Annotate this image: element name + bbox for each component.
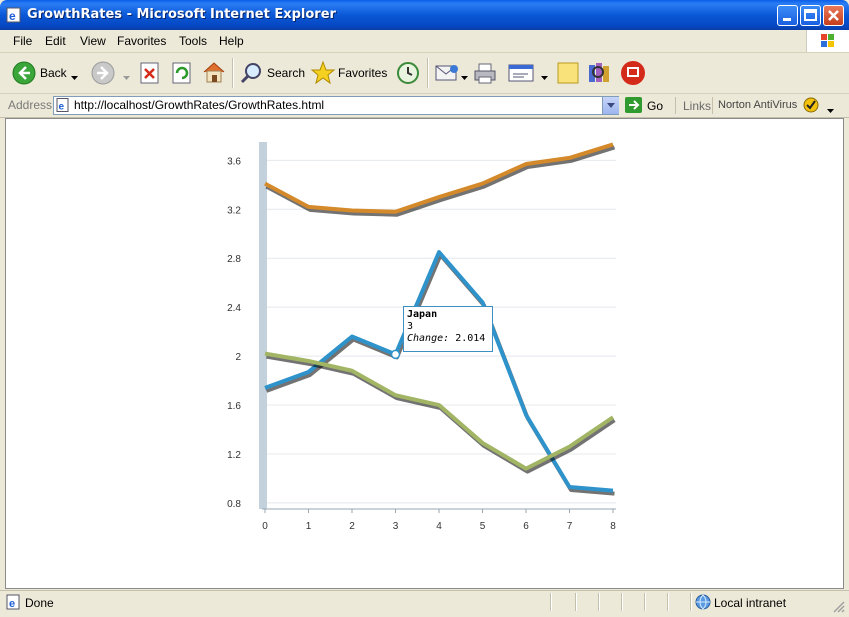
ie-page-icon[interactable]: e <box>6 7 22 23</box>
forward-arrow-icon[interactable] <box>91 61 115 85</box>
close-button[interactable] <box>823 5 844 26</box>
intranet-globe-icon <box>695 594 711 610</box>
menu-help[interactable]: Help <box>219 34 244 48</box>
y-tick-label: 3.2 <box>227 205 241 216</box>
favorites-star-icon[interactable] <box>310 60 336 86</box>
tooltip-change-label: Change: <box>407 333 450 344</box>
go-arrow-icon[interactable] <box>625 97 643 114</box>
y-tick-label: 1.6 <box>227 401 241 412</box>
status-separator <box>598 593 600 611</box>
x-tick-label: 4 <box>436 521 442 532</box>
stop-icon[interactable] <box>140 62 160 84</box>
forward-dropdown-icon[interactable] <box>123 70 130 84</box>
series-line <box>264 250 614 493</box>
print-icon[interactable] <box>473 61 497 85</box>
favorites-button-label[interactable]: Favorites <box>338 66 388 80</box>
search-icon[interactable] <box>240 61 264 85</box>
menu-tools[interactable]: Tools <box>179 34 208 48</box>
menu-view[interactable]: View <box>80 34 106 48</box>
x-tick-label: 3 <box>393 521 399 532</box>
status-page-icon: e <box>6 594 22 610</box>
links-label[interactable]: Links <box>683 99 712 113</box>
svg-text:e: e <box>9 598 15 610</box>
status-separator <box>550 593 552 611</box>
minimize-button[interactable] <box>777 5 798 26</box>
resize-grip-icon[interactable] <box>832 600 846 617</box>
y-tick-label: 2 <box>235 352 241 363</box>
status-separator <box>621 593 623 611</box>
menu-edit[interactable]: Edit <box>45 34 66 48</box>
menu-bar <box>0 30 849 53</box>
back-button-label[interactable]: Back <box>40 66 67 80</box>
x-tick-label: 8 <box>610 521 616 532</box>
status-separator <box>644 593 646 611</box>
back-arrow-icon[interactable] <box>12 61 36 85</box>
messenger-icon[interactable] <box>620 60 646 86</box>
series-line <box>264 351 615 471</box>
x-tick-label: 6 <box>523 521 529 532</box>
x-tick-label: 5 <box>480 521 486 532</box>
address-url[interactable]: http://localhost/GrowthRates/GrowthRates… <box>74 98 325 112</box>
tooltip-series-name: Japan <box>407 309 438 320</box>
x-tick-label: 7 <box>567 521 573 532</box>
svg-text:e: e <box>9 9 16 23</box>
x-tick-label: 1 <box>306 521 312 532</box>
history-icon[interactable] <box>396 61 420 85</box>
discuss-note-icon[interactable] <box>556 61 580 85</box>
norton-antivirus-label[interactable]: Norton AntiVirus <box>718 99 798 111</box>
toolbar-separator <box>232 58 234 88</box>
links-separator <box>712 97 713 114</box>
menu-file[interactable]: File <box>13 34 33 48</box>
status-separator <box>575 593 577 611</box>
back-dropdown-icon[interactable] <box>71 70 78 84</box>
page-content <box>5 118 844 589</box>
x-tick-label: 2 <box>349 521 355 532</box>
title-bar <box>0 0 849 30</box>
security-zone-label: Local intranet <box>714 596 787 610</box>
y-tick-label: 2.4 <box>227 303 241 314</box>
series-line <box>264 142 614 214</box>
edit-dropdown-icon[interactable] <box>541 70 548 84</box>
refresh-icon[interactable] <box>172 62 192 84</box>
research-books-icon[interactable] <box>586 60 612 86</box>
y-tick-label: 1.2 <box>227 450 241 461</box>
status-bar <box>0 590 849 617</box>
status-text: Done <box>25 596 54 610</box>
window-title: GrowthRates - Microsoft Internet Explore… <box>27 7 336 22</box>
norton-icon[interactable] <box>803 97 819 113</box>
maximize-button[interactable] <box>800 5 821 26</box>
address-separator <box>675 97 676 114</box>
search-button-label[interactable]: Search <box>267 66 306 80</box>
page-icon: e <box>56 98 70 113</box>
x-tick-label: 0 <box>262 521 268 532</box>
status-separator <box>690 593 692 611</box>
mail-dropdown-icon[interactable] <box>461 70 468 84</box>
windows-flag-logo <box>806 30 849 52</box>
menu-favorites[interactable]: Favorites <box>117 34 167 48</box>
go-button-label[interactable]: Go <box>647 99 664 113</box>
series-line-shadow <box>265 145 616 217</box>
y-tick-label: 3.6 <box>227 156 241 167</box>
svg-text:e: e <box>59 102 65 113</box>
y-axis-bar <box>259 142 267 509</box>
mail-icon[interactable] <box>434 62 460 84</box>
tooltip-change-value: 2.014 <box>455 333 486 344</box>
norton-dropdown-icon[interactable] <box>827 103 834 117</box>
y-tick-label: 0.8 <box>227 499 241 510</box>
address-dropdown-button[interactable] <box>602 97 619 114</box>
tooltip-x-value: 3 <box>407 321 414 332</box>
chart-tooltip: Japan 3 Change: 2.014 <box>403 306 493 352</box>
series-line-shadow <box>265 253 615 496</box>
edit-icon[interactable] <box>508 62 534 84</box>
y-tick-label: 2.8 <box>227 254 241 265</box>
toolbar-separator <box>427 58 429 88</box>
highlighted-data-point <box>390 349 401 360</box>
address-label: Address <box>8 98 53 112</box>
home-icon[interactable] <box>201 60 227 84</box>
tooltip-change-row: Change: 2.014 <box>407 333 489 345</box>
status-separator <box>667 593 669 611</box>
